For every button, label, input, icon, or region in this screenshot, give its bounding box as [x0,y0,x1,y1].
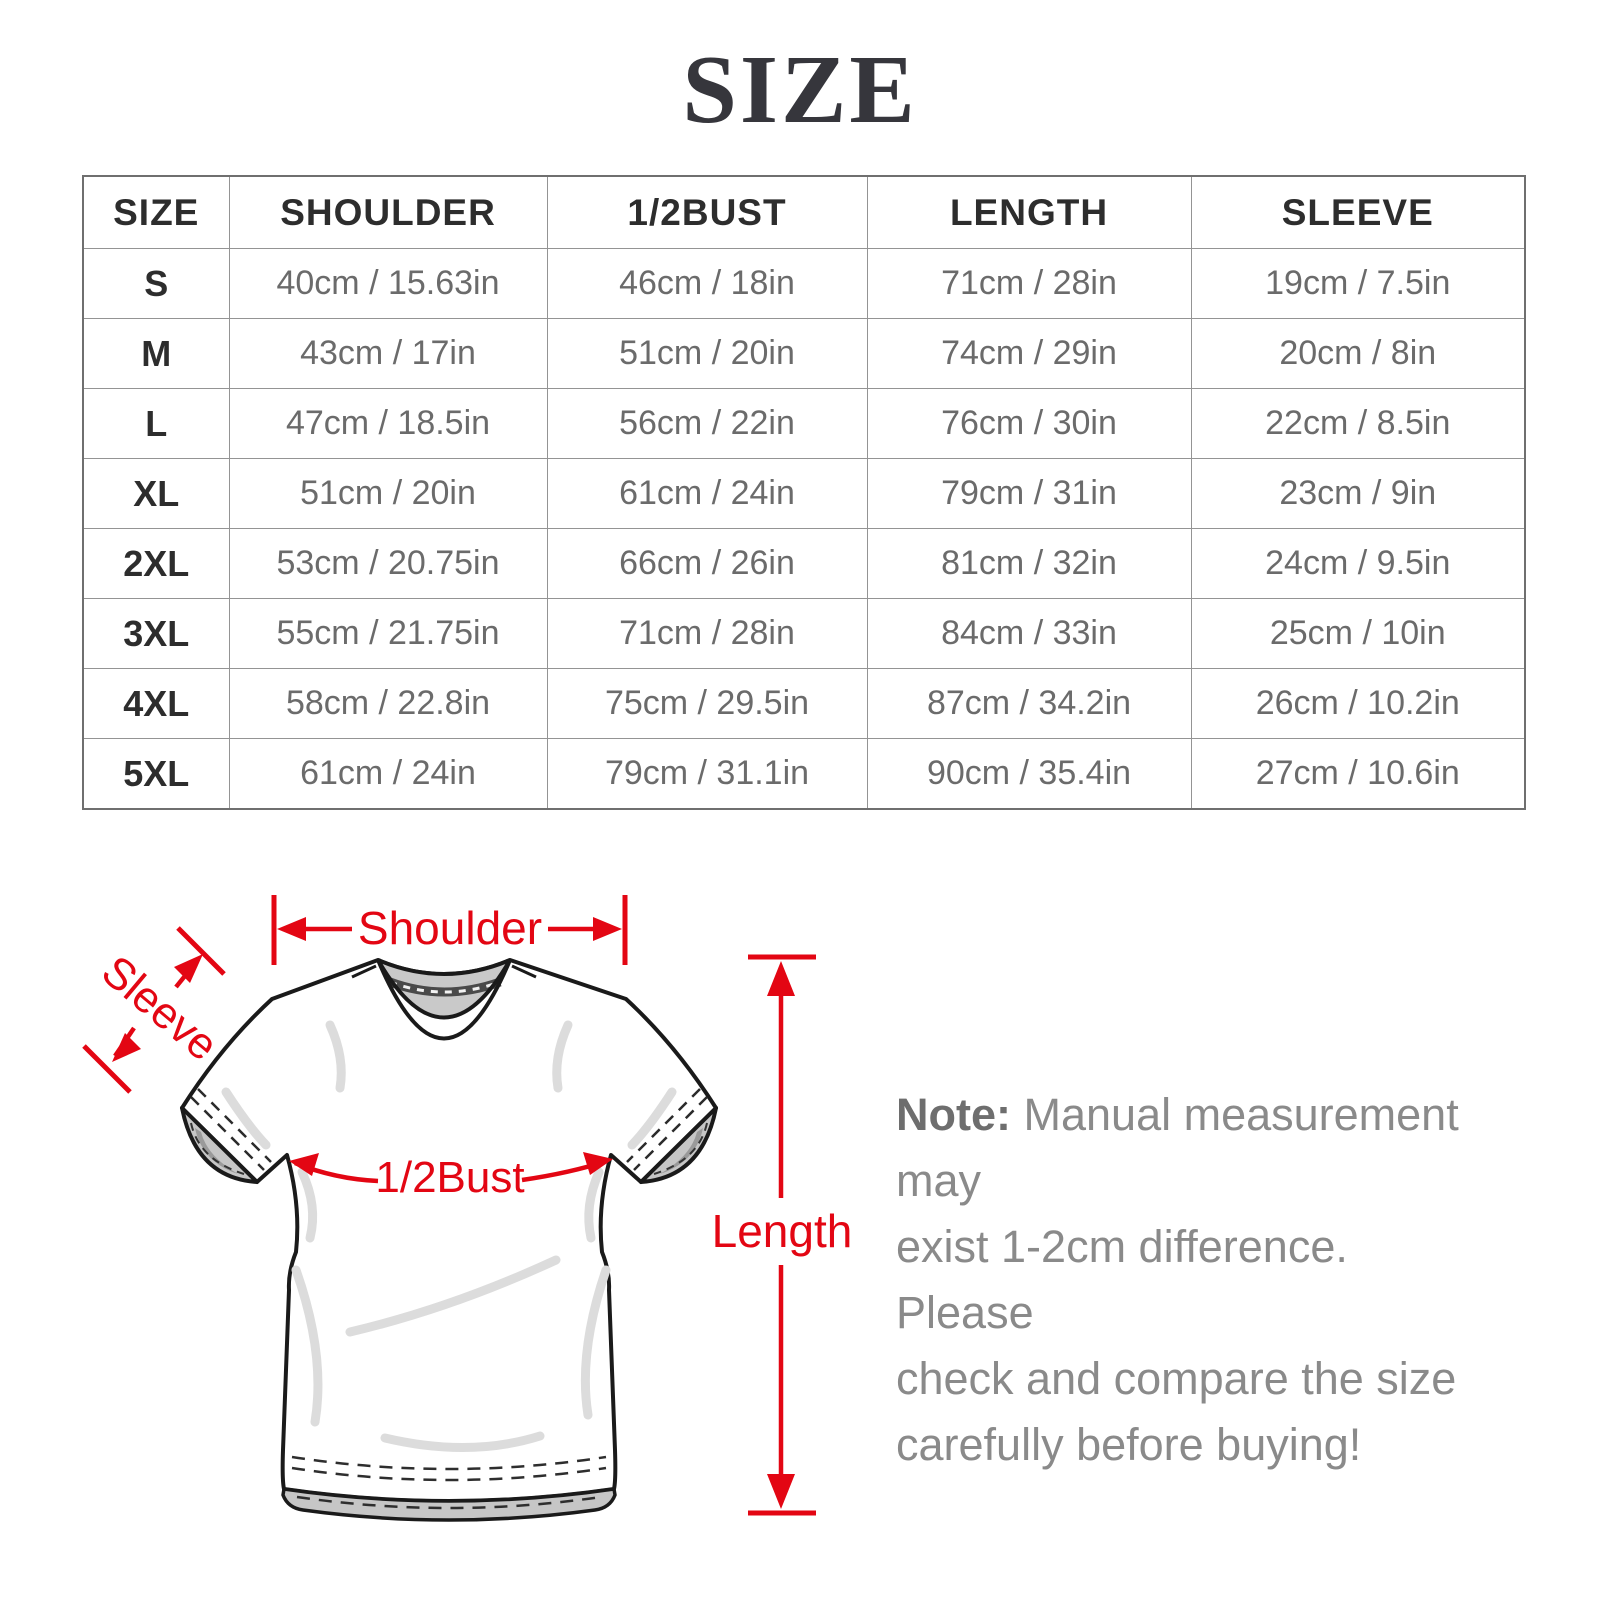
cell-size: 4XL [82,668,230,739]
length-arrowhead-bottom [767,1474,795,1509]
cell-shoulder: 43cm / 17in [228,318,548,389]
header-sleeve: SLEEVE [1190,175,1526,249]
note-line: exist 1-2cm difference. Please [896,1221,1348,1338]
fabric-wrinkles [221,1020,677,1453]
note-line: check and compare the size [896,1353,1457,1404]
cell-bust: 51cm / 20in [546,318,868,389]
cell-shoulder: 40cm / 15.63in [228,248,548,319]
table-row: L 47cm / 18.5in 56cm / 22in 76cm / 30in … [82,388,1526,459]
page-title: SIZE [682,36,918,144]
table-row: 4XL 58cm / 22.8in 75cm / 29.5in 87cm / 3… [82,668,1526,739]
cell-bust: 71cm / 28in [546,598,868,669]
note-line: carefully before buying! [896,1419,1362,1470]
sleeve-cap-bottom [82,1044,132,1094]
table-row: M 43cm / 17in 51cm / 20in 74cm / 29in 20… [82,318,1526,389]
note-line-text: Manual measurement may [896,1089,1459,1206]
cell-size: S [82,248,230,319]
length-arrowhead-top [767,961,795,996]
shoulder-arrowhead-left [277,917,306,941]
hem-stitches [291,1455,607,1510]
cell-bust: 56cm / 22in [546,388,868,459]
shoulder-label: Shoulder [358,902,542,954]
tshirt-measurement-diagram: Shoulder Sleeve 1/2Bust Length [82,895,853,1522]
cuff-left-stitches [190,1088,272,1171]
cell-bust: 61cm / 24in [546,458,868,529]
collar-band-inner-edge [376,959,512,1020]
cell-length: 79cm / 31in [866,458,1192,529]
cell-shoulder: 53cm / 20.75in [228,528,548,599]
measurement-annotations [82,895,816,1516]
note-line: Note: Manual measurement may [896,1082,1496,1214]
cell-bust: 79cm / 31.1in [546,738,868,810]
cuff-left-shadow [195,1128,238,1174]
table-header-row: SIZE SHOULDER 1/2BUST LENGTH SLEEVE [82,175,1526,249]
cell-bust: 46cm / 18in [546,248,868,319]
hem-band [281,1487,617,1522]
cell-size: 5XL [82,738,230,810]
cell-shoulder: 61cm / 24in [228,738,548,810]
length-label: Length [712,1205,853,1257]
sleeve-arrowhead-top [174,954,203,983]
cell-length: 71cm / 28in [866,248,1192,319]
cell-length: 87cm / 34.2in [866,668,1192,739]
table-row: 2XL 53cm / 20.75in 66cm / 26in 81cm / 32… [82,528,1526,599]
cell-length: 74cm / 29in [866,318,1192,389]
cell-size: 2XL [82,528,230,599]
header-bust: 1/2BUST [546,175,868,249]
cell-size: XL [82,458,230,529]
cell-bust: 66cm / 26in [546,528,868,599]
header-size: SIZE [82,175,230,249]
shoulder-seam-left [351,964,377,979]
cell-size: L [82,388,230,459]
cell-sleeve: 23cm / 9in [1190,458,1526,529]
collar-top-edge [377,958,511,976]
shoulder-seam-right [511,964,537,979]
collar-band-outer-edge [376,959,512,1041]
cell-size: M [82,318,230,389]
note-prefix: Note: [896,1089,1011,1140]
shoulder-arrowhead-right [593,917,622,941]
cell-sleeve: 26cm / 10.2in [1190,668,1526,739]
cell-shoulder: 55cm / 21.75in [228,598,548,669]
cell-length: 81cm / 32in [866,528,1192,599]
bust-arrowhead-left [289,1153,319,1176]
collar-stitch-chain [389,980,501,994]
sleeve-label: Sleeve [92,946,227,1070]
cuff-right-opening [639,1106,718,1184]
header-shoulder: SHOULDER [228,175,548,249]
cuff-left-opening [180,1106,259,1184]
cell-shoulder: 58cm / 22.8in [228,668,548,739]
bust-arrowhead-right [583,1152,613,1175]
cuff-left-inner-stitch [190,1122,245,1175]
note-text: Note: Manual measurement may exist 1-2cm… [896,1082,1496,1478]
cell-size: 3XL [82,598,230,669]
table-row: S 40cm / 15.63in 46cm / 18in 71cm / 28in… [82,248,1526,319]
half-bust-label: 1/2Bust [375,1153,524,1202]
header-length: LENGTH [866,175,1192,249]
cuff-right-stitches [626,1088,708,1171]
cuff-right-shadow [660,1128,703,1174]
cell-sleeve: 27cm / 10.6in [1190,738,1526,810]
cell-sleeve: 20cm / 8in [1190,318,1526,389]
cell-sleeve: 22cm / 8.5in [1190,388,1526,459]
table-row: 5XL 61cm / 24in 79cm / 31.1in 90cm / 35.… [82,738,1526,810]
cuff-right-inner-stitch [653,1122,708,1175]
table-row: 3XL 55cm / 21.75in 71cm / 28in 84cm / 33… [82,598,1526,669]
cell-shoulder: 51cm / 20in [228,458,548,529]
cell-length: 84cm / 33in [866,598,1192,669]
cell-sleeve: 25cm / 10in [1190,598,1526,669]
sleeve-arrowhead-bottom [112,1033,141,1062]
table-row: XL 51cm / 20in 61cm / 24in 79cm / 31in 2… [82,458,1526,529]
cell-length: 90cm / 35.4in [866,738,1192,810]
tshirt-outline [180,958,718,1503]
cell-shoulder: 47cm / 18.5in [228,388,548,459]
cell-length: 76cm / 30in [866,388,1192,459]
cell-sleeve: 24cm / 9.5in [1190,528,1526,599]
cell-sleeve: 19cm / 7.5in [1190,248,1526,319]
size-table: SIZE SHOULDER 1/2BUST LENGTH SLEEVE S 40… [82,175,1526,810]
cell-bust: 75cm / 29.5in [546,668,868,739]
sleeve-cap-top [176,926,226,976]
